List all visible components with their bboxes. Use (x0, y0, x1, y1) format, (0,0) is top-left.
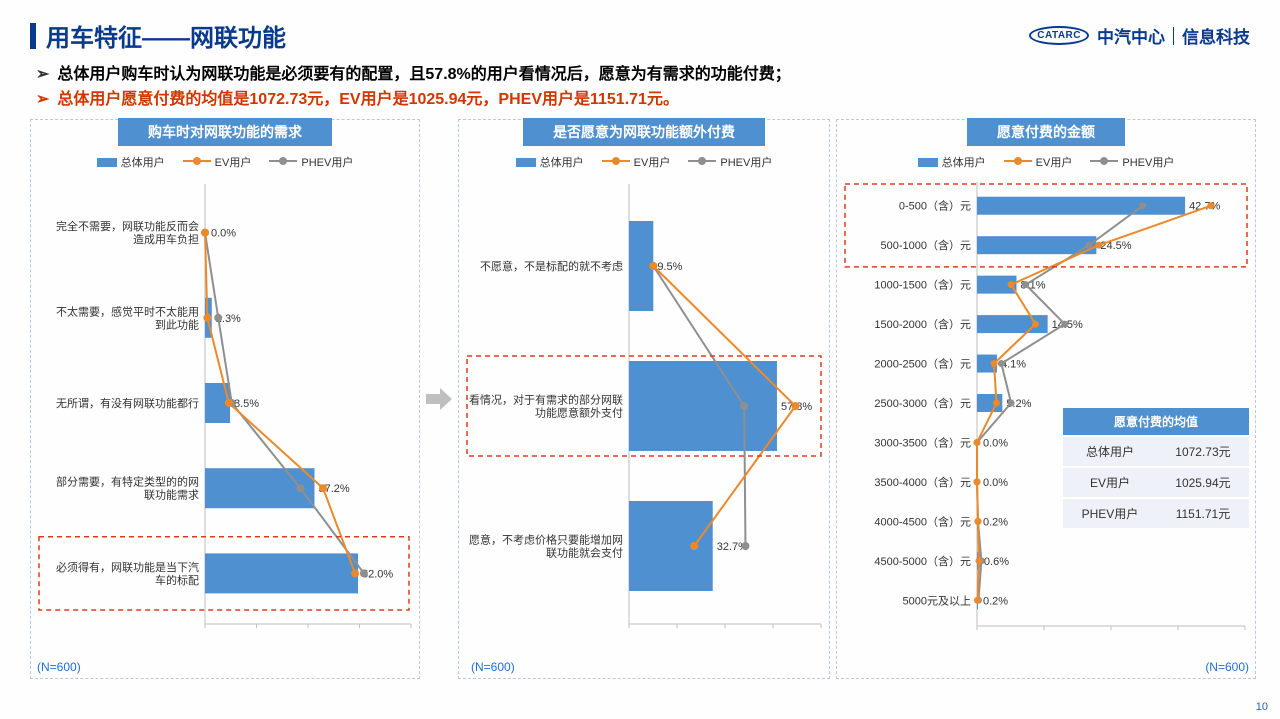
svg-text:8.5%: 8.5% (234, 398, 259, 410)
svg-text:功能愿意额外支付: 功能愿意额外支付 (535, 405, 623, 419)
svg-text:联功能就会支付: 联功能就会支付 (546, 545, 623, 559)
svg-text:0.0%: 0.0% (983, 437, 1008, 449)
bullet-marker: ➢ (36, 63, 49, 88)
svg-text:0.6%: 0.6% (984, 555, 1009, 567)
panel-willingness: 是否愿意为网联功能额外付费 总体用户 EV用户 PHEV用户 不愿意，不是标配的… (458, 119, 830, 679)
bullets: ➢ 总体用户购车时认为网联功能是必须要有的配置，且57.8%的用户看情况后，愿意… (36, 63, 1250, 113)
avg-row-key: EV用户 (1063, 467, 1157, 498)
svg-text:看情况，对于有需求的部分网联: 看情况，对于有需求的部分网联 (469, 392, 623, 406)
svg-text:2500-3000（含）元: 2500-3000（含）元 (874, 396, 971, 410)
title-accent-bar (30, 23, 36, 49)
legend: 总体用户 EV用户 PHEV用户 (35, 154, 415, 170)
avg-table-title: 愿意付费的均值 (1063, 408, 1249, 436)
avg-row-key: PHEV用户 (1063, 498, 1157, 528)
avg-row-key: 总体用户 (1063, 436, 1157, 467)
legend-ev: EV用户 (183, 154, 252, 170)
svg-text:不太需要，感觉平时不太能用: 不太需要，感觉平时不太能用 (56, 304, 199, 318)
logo-name: 中汽中心 (1097, 23, 1165, 48)
svg-text:2000-2500（含）元: 2000-2500（含）元 (874, 356, 971, 370)
legend-phev: PHEV用户 (1090, 154, 1174, 170)
svg-text:愿意，不考虑价格只要能增加网: 愿意，不考虑价格只要能增加网 (469, 532, 623, 546)
svg-text:3000-3500（含）元: 3000-3500（含）元 (874, 435, 971, 449)
avg-row-val: 1072.73元 (1157, 436, 1249, 467)
svg-text:不愿意，不是标配的就不考虑: 不愿意，不是标配的就不考虑 (480, 259, 623, 273)
arrow-icon (426, 384, 452, 414)
bullet-text: 总体用户购车时认为网联功能是必须要有的配置，且57.8%的用户看情况后，愿意为有… (57, 63, 790, 88)
legend-ev: EV用户 (602, 154, 671, 170)
svg-text:1000-1500（含）元: 1000-1500（含）元 (874, 277, 971, 291)
page-number: 10 (1256, 701, 1268, 713)
n-label: (N=600) (37, 660, 81, 674)
bullet-text: 总体用户愿意付费的均值是1072.73元，EV用户是1025.94元，PHEV用… (57, 88, 679, 113)
legend-phev: PHEV用户 (269, 154, 353, 170)
logo-sub: 信息科技 (1182, 23, 1250, 48)
svg-text:0.2%: 0.2% (983, 595, 1008, 607)
bullet-1: ➢ 总体用户购车时认为网联功能是必须要有的配置，且57.8%的用户看情况后，愿意… (36, 63, 1250, 88)
svg-text:车的标配: 车的标配 (155, 572, 199, 586)
title-row: 用车特征——网联功能 CATARC 中汽中心 信息科技 (30, 18, 1250, 53)
panel-title: 是否愿意为网联功能额外付费 (523, 118, 765, 146)
page-title: 用车特征——网联功能 (46, 18, 286, 53)
svg-text:0.2%: 0.2% (983, 516, 1008, 528)
svg-text:5000元及以上: 5000元及以上 (903, 594, 971, 607)
bullet-marker: ➢ (36, 88, 49, 113)
panel-title: 愿意付费的金额 (967, 118, 1125, 146)
svg-text:0.0%: 0.0% (211, 227, 236, 239)
chart-1: 完全不需要，网联功能反而会造成用车负担 0.0% 不太需要，感觉平时不太能用到此功能… (35, 176, 415, 646)
slide: 用车特征——网联功能 CATARC 中汽中心 信息科技 ➢ 总体用户购车时认为网… (0, 0, 1280, 719)
svg-text:部分需要，有特定类型的的网: 部分需要，有特定类型的的网 (56, 474, 199, 488)
legend-bar: 总体用户 (97, 154, 165, 170)
avg-row-val: 1151.71元 (1157, 498, 1249, 528)
legend-bar: 总体用户 (516, 154, 584, 170)
avg-table: 愿意付费的均值 总体用户1072.73元 EV用户1025.94元 PHEV用户… (1063, 408, 1249, 528)
svg-text:造成用车负担: 造成用车负担 (133, 232, 199, 246)
legend: 总体用户 EV用户 PHEV用户 (841, 154, 1251, 170)
legend: 总体用户 EV用户 PHEV用户 (463, 154, 825, 170)
legend-bar: 总体用户 (918, 154, 986, 170)
legend-phev: PHEV用户 (688, 154, 772, 170)
n-label: (N=600) (471, 660, 515, 674)
svg-text:3500-4000（含）元: 3500-4000（含）元 (874, 475, 971, 489)
title-left: 用车特征——网联功能 (30, 18, 286, 53)
n-label: (N=600) (1205, 660, 1249, 674)
svg-text:1500-2000（含）元: 1500-2000（含）元 (874, 317, 971, 331)
svg-text:4000-4500（含）元: 4000-4500（含）元 (874, 514, 971, 528)
svg-text:到此功能: 到此功能 (155, 317, 199, 331)
panel-title: 购车时对网联功能的需求 (118, 118, 332, 146)
svg-text:500-1000（含）元: 500-1000（含）元 (881, 238, 972, 252)
svg-text:0-500（含）元: 0-500（含）元 (899, 198, 971, 212)
avg-row-val: 1025.94元 (1157, 467, 1249, 498)
logo-oval: CATARC (1029, 26, 1089, 45)
svg-text:无所谓，有没有网联功能都行: 无所谓，有没有网联功能都行 (56, 396, 199, 410)
logo: CATARC 中汽中心 信息科技 (1029, 23, 1250, 48)
bullet-2: ➢ 总体用户愿意付费的均值是1072.73元，EV用户是1025.94元，PHE… (36, 88, 1250, 113)
svg-text:完全不需要，网联功能反而会: 完全不需要，网联功能反而会 (56, 219, 199, 233)
legend-ev: EV用户 (1004, 154, 1073, 170)
svg-text:0.0%: 0.0% (983, 477, 1008, 489)
svg-text:必须得有，网联功能是当下汽: 必须得有，网联功能是当下汽 (56, 559, 199, 573)
chart-2: 不愿意，不是标配的就不考虑9.5%看情况，对于有需求的部分网联功能愿意额外支付5… (463, 176, 825, 646)
logo-separator (1173, 27, 1174, 45)
arrow-col (426, 119, 452, 679)
panels-row: 购车时对网联功能的需求 总体用户 EV用户 PHEV用户 完全不需要，网联功能反… (30, 119, 1250, 679)
svg-text:联功能需求: 联功能需求 (144, 487, 199, 501)
panel-demand: 购车时对网联功能的需求 总体用户 EV用户 PHEV用户 完全不需要，网联功能反… (30, 119, 420, 679)
svg-text:4500-5000（含）元: 4500-5000（含）元 (874, 553, 971, 567)
svg-text:9.5%: 9.5% (657, 261, 682, 273)
panel-amount: 愿意付费的金额 总体用户 EV用户 PHEV用户 0-500（含）元42.7%5… (836, 119, 1256, 679)
